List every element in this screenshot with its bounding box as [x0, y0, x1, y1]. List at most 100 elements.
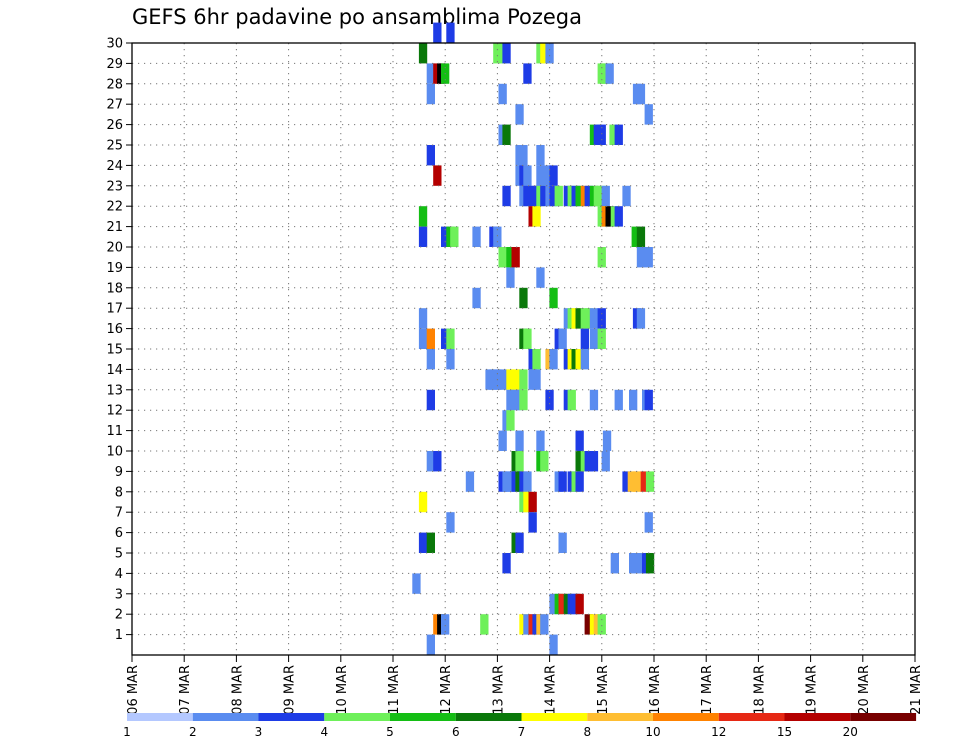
heatmap-cell — [480, 614, 489, 635]
heatmap-cell — [601, 185, 610, 207]
heatmap-cell — [536, 267, 545, 288]
heatmap-cell — [523, 165, 532, 186]
y-tick-label: 5 — [115, 547, 123, 562]
x-tick-label: 16 MAR — [648, 665, 663, 715]
heatmap-cell — [575, 185, 584, 207]
grid-lines — [132, 42, 915, 655]
heatmap-cell — [426, 389, 435, 411]
heatmap-cell — [506, 389, 515, 411]
heatmap-cell — [644, 389, 653, 411]
heatmap-cell — [523, 471, 532, 492]
heatmap-cell — [549, 185, 558, 207]
heatmap-cell — [614, 124, 623, 145]
heatmap-cell — [498, 430, 507, 451]
legend-swatch — [521, 713, 588, 721]
x-tick-label: 21 MAR — [909, 665, 924, 715]
heatmap-cell — [597, 124, 606, 145]
x-tick-label: 06 MAR — [126, 665, 141, 715]
color-legend: 1 2 3 4 5 6 7 8 10 12 15 20 — [123, 713, 917, 739]
heatmap-cell — [627, 471, 636, 492]
y-tick-label: 2 — [115, 608, 123, 623]
y-tick-label: 26 — [106, 118, 123, 133]
heatmap-cell — [601, 451, 610, 472]
heatmap-cell — [584, 451, 593, 472]
heatmap-cell — [580, 328, 589, 349]
heatmap-cell — [540, 185, 549, 207]
heatmap-cell — [426, 634, 435, 655]
legend-label: 5 — [386, 725, 394, 739]
heatmap-cell — [523, 328, 532, 349]
x-tick-label: 08 MAR — [230, 665, 245, 715]
y-tick-label: 7 — [115, 506, 123, 521]
heatmap-cell — [645, 553, 655, 574]
heatmap-cell — [589, 451, 599, 472]
heatmap-cell — [493, 43, 502, 64]
y-tick-label: 21 — [106, 220, 123, 235]
y-tick-label: 24 — [106, 159, 123, 174]
heatmap-cell — [433, 22, 442, 43]
heatmap-cell — [589, 308, 599, 329]
heatmap-cell — [629, 553, 638, 574]
heatmap-cell — [498, 83, 507, 105]
legend-label: 1 — [123, 725, 131, 739]
heatmap-cell — [575, 430, 584, 451]
y-tick-label: 12 — [106, 404, 123, 419]
legend-swatch — [653, 713, 719, 721]
heatmap-cell — [605, 63, 614, 84]
y-tick-label: 28 — [106, 77, 123, 92]
heatmap-cell — [523, 614, 532, 635]
heatmap-cell — [567, 389, 576, 411]
x-tick-label: 14 MAR — [544, 665, 559, 715]
heatmap-cell — [644, 104, 653, 125]
legend-label: 2 — [189, 725, 197, 739]
heatmap-cell — [465, 471, 475, 492]
heatmap-cell — [446, 512, 455, 533]
heatmap-cell — [632, 471, 642, 492]
heatmap-cell — [519, 369, 528, 390]
y-axis: 1234567891011121314151617181920212223242… — [106, 37, 132, 643]
heatmap-cell — [426, 451, 435, 472]
y-tick-label: 19 — [106, 261, 123, 276]
heatmap-cell — [584, 308, 593, 329]
heatmap-cell — [506, 267, 515, 288]
heatmap-cell — [426, 83, 435, 105]
y-tick-label: 22 — [106, 200, 123, 215]
legend-swatch — [718, 713, 785, 721]
heatmap-cell — [575, 593, 584, 615]
heatmap-cell — [545, 43, 554, 64]
heatmap-cell — [418, 206, 428, 227]
heatmap-cell — [575, 349, 584, 370]
legend-label: 10 — [645, 725, 660, 739]
legend-label: 7 — [518, 725, 526, 739]
legend-label: 6 — [452, 725, 460, 739]
y-tick-label: 14 — [106, 363, 123, 378]
heatmap-cell — [519, 287, 528, 309]
heatmap-cell — [636, 553, 646, 574]
heatmap-cell — [558, 328, 567, 349]
heatmap-cell — [498, 247, 507, 268]
heatmap-cell — [636, 226, 646, 247]
heatmap-cell — [549, 287, 558, 309]
heatmap-cell — [472, 226, 481, 247]
heatmap-cell — [545, 389, 554, 411]
x-axis: 06 MAR 07 MAR 08 MAR 09 MAR 10 MAR 11 MAR 12 M… — [126, 655, 924, 715]
heatmap-cell — [644, 512, 653, 533]
heatmap-cell — [511, 247, 520, 268]
heatmap-cell — [540, 43, 549, 64]
heatmap-cell — [472, 287, 481, 309]
heatmap-cell — [609, 124, 618, 145]
y-tick-label: 20 — [106, 241, 123, 256]
x-tick-label: 15 MAR — [596, 665, 611, 715]
heatmap-cell — [498, 369, 507, 390]
heatmap-cell — [523, 63, 532, 84]
heatmap-cell — [645, 471, 655, 492]
y-tick-label: 29 — [106, 57, 123, 72]
heatmap-cell — [610, 553, 619, 574]
legend-swatch — [784, 713, 851, 721]
heatmap-cell — [602, 430, 612, 451]
y-tick-label: 25 — [106, 139, 123, 154]
heatmap-cell — [614, 206, 623, 227]
legend-swatch — [324, 713, 391, 721]
x-tick-label: 09 MAR — [283, 665, 298, 715]
heatmap-cell — [515, 104, 524, 125]
